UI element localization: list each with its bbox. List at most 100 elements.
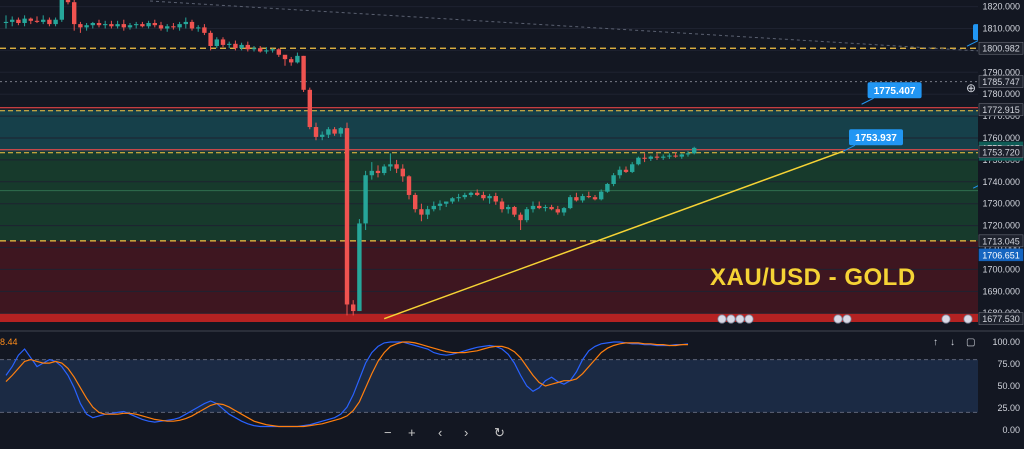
bottom-toolbar: − + ‹ › ↻ <box>384 425 505 440</box>
candle-body <box>592 197 598 200</box>
zoom-in-button[interactable]: + <box>408 425 416 440</box>
candle-body <box>586 196 591 198</box>
candle-body <box>388 164 393 167</box>
candle-body <box>481 194 486 199</box>
crosshair-icon[interactable]: ⊕ <box>966 81 976 95</box>
price-label: 1785.747 <box>982 77 1020 87</box>
move-pane-down-button[interactable]: ↓ <box>950 337 955 348</box>
callout-label: 1753.937 <box>855 133 897 144</box>
zone-support <box>0 240 978 314</box>
candle-body <box>270 49 275 51</box>
event-marker-icon <box>717 314 727 324</box>
candle-body <box>96 23 102 26</box>
candle-body <box>375 170 381 174</box>
candle-body <box>450 198 455 202</box>
price-tick-label: 1760.000 <box>982 133 1020 143</box>
callout-pointer <box>966 39 980 47</box>
candle-body <box>555 209 560 213</box>
restore-pane-button[interactable]: ▢ <box>966 337 975 348</box>
candle-body <box>326 129 331 135</box>
candle-body <box>10 19 15 22</box>
candle-body <box>382 166 387 174</box>
candle-body <box>264 50 269 52</box>
candle-body <box>16 19 21 23</box>
event-marker-icon <box>833 314 843 324</box>
candle-body <box>549 207 554 210</box>
candle-body <box>599 191 604 200</box>
candle-body <box>282 54 288 60</box>
event-marker-icon <box>963 314 973 324</box>
zoom-out-button[interactable]: − <box>384 425 392 440</box>
candle-body <box>530 205 536 210</box>
candle-body <box>406 176 412 195</box>
price-levels <box>0 47 978 242</box>
scroll-left-button[interactable]: ‹ <box>438 425 442 440</box>
ascending-trendline[interactable] <box>383 150 844 320</box>
candle-body <box>667 155 672 157</box>
candle-body <box>227 43 232 45</box>
candle-body <box>53 19 58 25</box>
candle-body <box>140 24 145 27</box>
oscillator-band <box>0 359 978 413</box>
price-label-box <box>978 75 1024 88</box>
price-label-box <box>978 103 1024 116</box>
candle-body <box>295 55 300 63</box>
candle-body <box>41 19 46 22</box>
candle-body <box>369 170 374 176</box>
candle-body <box>239 44 244 49</box>
event-marker-icon <box>726 314 736 324</box>
candle-body <box>171 26 176 28</box>
candle-body <box>685 153 691 155</box>
price-label: 1772.915 <box>982 105 1020 115</box>
candle-body <box>673 155 678 157</box>
callout-pointer <box>842 144 856 152</box>
reset-chart-button[interactable]: ↻ <box>494 425 505 440</box>
event-markers <box>717 314 973 324</box>
candle-body <box>630 164 635 172</box>
candle-body <box>574 197 579 201</box>
candle-body <box>431 205 436 210</box>
candles <box>3 0 697 316</box>
candle-body <box>338 128 343 134</box>
price-label: 1677.530 <box>982 314 1020 324</box>
candle-body <box>84 25 89 28</box>
candle-body <box>78 24 83 28</box>
candle-body <box>202 27 207 33</box>
candle-body <box>233 43 238 49</box>
candle-body <box>363 175 368 224</box>
price-label: 1713.045 <box>982 236 1020 246</box>
candle-body <box>580 196 585 201</box>
price-tick-label: 1810.000 <box>982 23 1020 33</box>
candle-body <box>499 201 505 210</box>
event-marker-icon <box>735 314 745 324</box>
event-marker-icon <box>941 314 951 324</box>
candle-body <box>425 209 430 215</box>
price-label-box <box>978 312 1024 325</box>
callout-label: 1775.407 <box>874 86 916 97</box>
candle-body <box>344 128 350 305</box>
candle-body <box>276 49 281 55</box>
price-tick-label: 1720.000 <box>982 221 1020 231</box>
candle-body <box>289 59 294 63</box>
price-label: 1753.720 <box>982 147 1020 157</box>
candle-body <box>648 156 653 159</box>
candle-body <box>134 24 139 26</box>
candle-body <box>351 304 356 312</box>
scroll-right-button[interactable]: › <box>464 425 468 440</box>
candle-body <box>543 207 548 209</box>
price-label-box <box>978 248 1024 262</box>
price-tick-label: 1790.000 <box>982 67 1020 77</box>
price-label: 1706.651 <box>982 250 1020 260</box>
oscillator-tick-label: 100.00 <box>992 337 1020 347</box>
candle-body <box>444 201 449 204</box>
candle-body <box>251 48 257 50</box>
candle-body <box>196 27 201 29</box>
candle-body <box>493 196 498 202</box>
move-pane-up-button[interactable]: ↑ <box>933 337 938 348</box>
oscillator-tick-label: 50.00 <box>997 381 1020 391</box>
candle-body <box>121 24 126 28</box>
candle-body <box>524 209 529 221</box>
price-label: 1800.982 <box>982 44 1020 54</box>
